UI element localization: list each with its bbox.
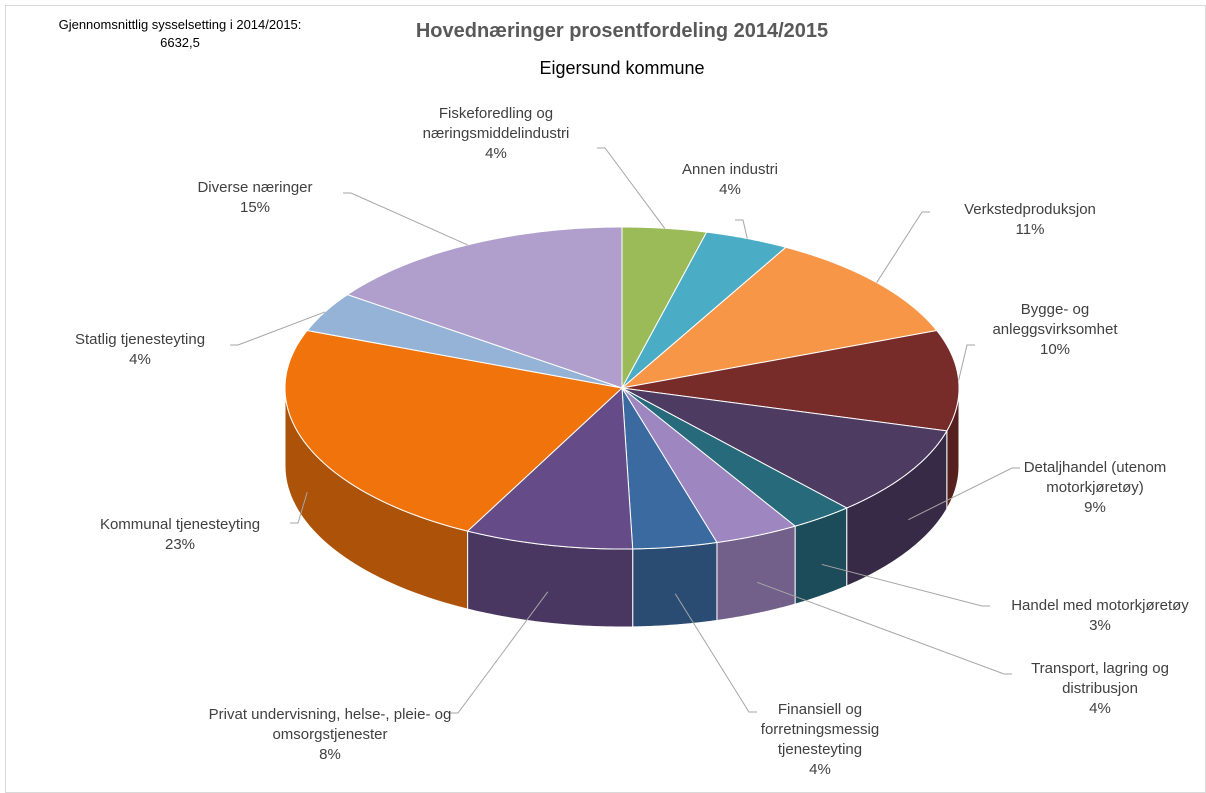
pie-slice bbox=[621, 387, 948, 509]
data-label: Handel med motorkjøretøy 3% bbox=[990, 596, 1206, 636]
value-label: 4% bbox=[485, 145, 507, 162]
value-label: 11% bbox=[1015, 221, 1045, 238]
category-label: Transport, lagring og distribusjon bbox=[1031, 660, 1169, 697]
leader-line bbox=[450, 591, 549, 714]
leader-line bbox=[958, 344, 975, 381]
category-label: Kommunal tjenesteyting bbox=[99, 516, 261, 533]
data-label: Transport, lagring og distribusjon 4% bbox=[1000, 659, 1200, 719]
pie-slice bbox=[346, 226, 623, 389]
value-label: 23% bbox=[164, 536, 196, 553]
value-label: 8% bbox=[319, 746, 341, 763]
data-label: Privat undervisning, helse-, pleie- og o… bbox=[200, 705, 460, 765]
leader-line bbox=[821, 563, 990, 607]
annotation: Gjennomsnittlig sysselsetting i 2014/201… bbox=[20, 16, 340, 52]
category-label: Detaljhandel (utenom motorkjøretøy) bbox=[1023, 459, 1167, 496]
category-label: Bygge- og anleggsvirksomhet bbox=[992, 301, 1118, 338]
data-label: Statlig tjenesteyting 4% bbox=[40, 330, 240, 370]
category-label: Verkstedproduksjon bbox=[964, 201, 1096, 218]
pie-slice bbox=[621, 387, 718, 550]
pie-slice bbox=[621, 387, 797, 544]
category-label: Finansiell og forretningsmessig tjeneste… bbox=[760, 701, 880, 758]
value-label: 9% bbox=[1084, 499, 1106, 516]
chart-title: Hovednæringer prosentfordeling 2014/2015 bbox=[415, 20, 829, 42]
data-label: Annen industri 4% bbox=[660, 160, 800, 200]
category-label: Handel med motorkjøretøy bbox=[1011, 597, 1189, 614]
value-label: 15% bbox=[239, 199, 271, 216]
data-label: Kommunal tjenesteyting 23% bbox=[70, 515, 290, 555]
category-label: Privat undervisning, helse-, pleie- og o… bbox=[208, 706, 452, 743]
value-label: 4% bbox=[129, 351, 151, 368]
value-label: 10% bbox=[1039, 341, 1071, 358]
leader-line bbox=[290, 492, 308, 524]
leader-line bbox=[674, 593, 757, 713]
annotation-line: Gjennomsnittlig sysselsetting i 2014/201… bbox=[58, 17, 302, 32]
chart-subtitle: Eigersund kommune bbox=[539, 58, 705, 78]
category-label: Statlig tjenesteyting bbox=[74, 331, 206, 348]
value-label: 4% bbox=[809, 761, 831, 778]
value-label: 3% bbox=[1089, 617, 1111, 634]
pie-slice bbox=[284, 329, 624, 532]
data-label: Bygge- og anleggsvirksomhet 10% bbox=[960, 300, 1150, 360]
data-label: Detaljhandel (utenom motorkjøretøy) 9% bbox=[995, 458, 1195, 518]
value-label: 4% bbox=[1089, 700, 1111, 717]
category-label: Fiskeforedling og næringsmiddelindustri bbox=[422, 105, 570, 142]
leader-line bbox=[597, 147, 666, 229]
leader-line bbox=[756, 581, 1012, 675]
data-label: Verkstedproduksjon 11% bbox=[935, 200, 1125, 240]
leader-line bbox=[876, 211, 930, 283]
data-label: Fiskeforedling og næringsmiddelindustri 4… bbox=[381, 104, 611, 164]
pie-side bbox=[632, 541, 718, 628]
data-label: Diverse næringer 15% bbox=[170, 178, 340, 218]
leader-line bbox=[908, 467, 1020, 521]
category-label: Annen industri bbox=[682, 161, 778, 178]
pie-slice bbox=[466, 386, 634, 550]
leader-line bbox=[343, 192, 468, 246]
leader-line bbox=[230, 311, 326, 346]
pie-slice bbox=[621, 231, 787, 389]
category-label: Diverse næringer bbox=[197, 179, 313, 196]
data-label: Finansiell og forretningsmessig tjeneste… bbox=[730, 700, 910, 780]
annotation-line: 6632,5 bbox=[160, 35, 200, 50]
leader-line bbox=[735, 219, 748, 239]
pie-slice bbox=[621, 387, 848, 527]
value-label: 4% bbox=[719, 181, 741, 198]
